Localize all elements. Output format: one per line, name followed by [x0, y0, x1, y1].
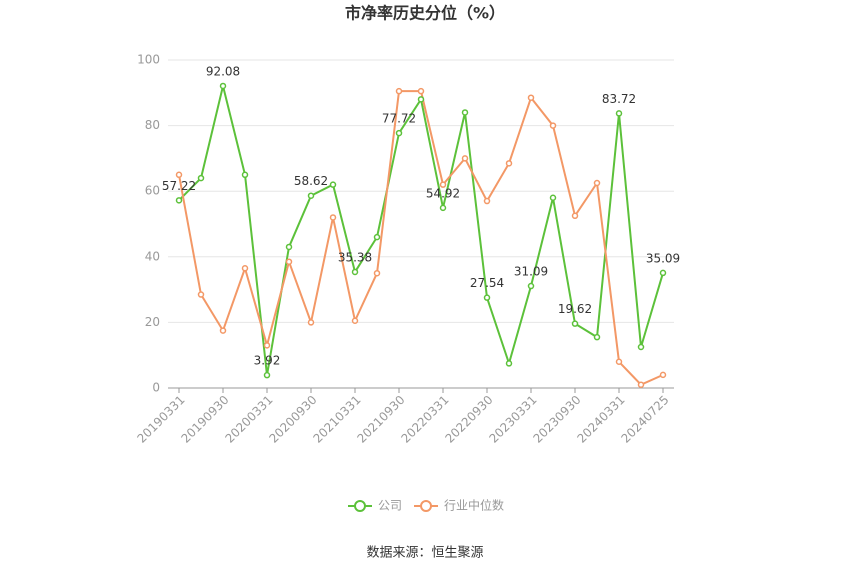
data-point — [615, 358, 623, 366]
data-label: 19.62 — [558, 302, 592, 316]
data-point — [263, 371, 271, 379]
data-point — [175, 197, 183, 204]
data-point — [593, 179, 601, 187]
data-point — [373, 233, 381, 241]
data-point — [263, 342, 271, 349]
data-point — [351, 268, 359, 276]
data-point — [329, 214, 337, 221]
data-label: 3.92 — [254, 354, 281, 368]
legend-marker — [354, 500, 366, 512]
y-tick-label: 80 — [145, 118, 160, 132]
data-point — [637, 381, 645, 388]
data-point — [571, 320, 579, 327]
data-label: 83.72 — [602, 92, 636, 106]
chart-title: 市净率历史分位（%） — [345, 4, 505, 23]
data-point — [395, 87, 403, 95]
data-point — [351, 317, 359, 325]
legend-marker — [420, 500, 433, 512]
data-point — [461, 109, 469, 116]
data-label: 27.54 — [470, 276, 504, 290]
data-label: 35.09 — [646, 251, 680, 265]
x-tick-label: 20240725 — [619, 393, 672, 446]
data-point — [483, 197, 491, 205]
data-point — [659, 269, 667, 277]
data-label: 31.09 — [514, 265, 548, 279]
data-point — [659, 371, 667, 379]
data-label: 77.72 — [382, 112, 416, 126]
data-point — [417, 96, 425, 103]
data-point — [307, 319, 315, 326]
data-point — [615, 110, 623, 117]
data-point — [329, 181, 337, 188]
data-point — [527, 282, 535, 290]
data-point — [219, 82, 227, 90]
data-label: 35.38 — [338, 250, 372, 264]
data-point — [593, 333, 601, 341]
data-point — [219, 327, 227, 334]
data-point — [175, 171, 183, 179]
data-point — [285, 243, 293, 251]
data-point — [395, 129, 403, 137]
data-point — [461, 155, 469, 162]
data-point — [637, 343, 645, 351]
data-point — [241, 265, 249, 272]
data-label: 58.62 — [294, 174, 328, 188]
data-point — [197, 291, 205, 298]
data-point — [439, 181, 447, 188]
data-point — [505, 160, 513, 167]
data-point — [483, 294, 491, 301]
data-point — [549, 194, 557, 202]
data-point — [549, 122, 557, 129]
data-point — [197, 174, 205, 182]
data-point — [241, 171, 249, 179]
data-label: 57.22 — [162, 179, 196, 193]
data-point — [285, 258, 293, 265]
series-line — [178, 85, 664, 376]
source-note: 数据来源：恒生聚源 — [366, 546, 483, 561]
y-tick-label: 100 — [137, 53, 160, 67]
data-label: 54.92 — [426, 186, 460, 200]
data-point — [417, 87, 425, 95]
y-tick-label: 60 — [145, 184, 160, 198]
data-point — [505, 360, 513, 367]
data-point — [439, 204, 447, 212]
legend-label: 公司 — [378, 499, 402, 513]
y-tick-label: 20 — [145, 315, 160, 329]
legend-label: 行业中位数 — [444, 498, 504, 513]
y-tick-label: 0 — [152, 381, 160, 395]
data-point — [307, 192, 315, 199]
data-point — [527, 94, 535, 101]
data-point — [571, 212, 579, 220]
data-label: 92.08 — [206, 64, 240, 78]
data-point — [373, 269, 381, 277]
y-tick-label: 40 — [145, 249, 160, 263]
